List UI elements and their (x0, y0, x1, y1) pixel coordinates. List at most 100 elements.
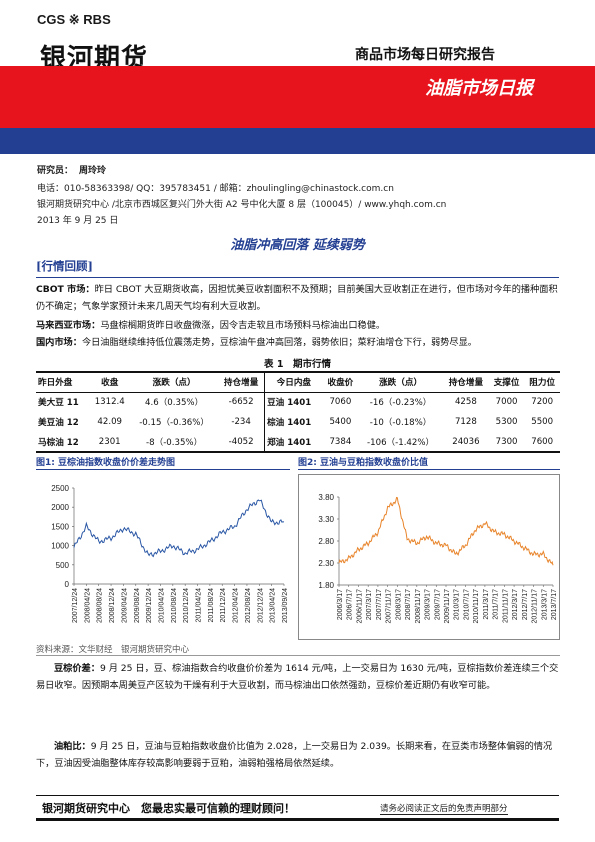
figure2-rule (298, 469, 560, 470)
table-cell: 42.09 (97, 417, 123, 427)
x-tick-label: 2012/7/17 (522, 589, 529, 620)
x-tick-label: 2011/11/17 (502, 589, 509, 623)
spread-label: 豆棕价差： (54, 663, 100, 674)
table-cell: 5300 (495, 417, 518, 427)
review-domestic-text: 今日油脂继续维持低位震荡走势，豆棕油午盘冲高回落，弱势依旧；菜籽油增仓下行，弱势… (81, 337, 477, 348)
table-cell: -234 (231, 417, 251, 427)
footer-disclaimer: 请务必阅读正文后的免责声明部分 (380, 804, 508, 815)
x-tick-label: 2008/08/24 (97, 588, 104, 623)
table-cell: 4.6（0.35%） (145, 398, 204, 409)
contact-line: 电话：010-58363398/ QQ：395783451 / 邮箱：zhoul… (37, 184, 394, 194)
table-row: 美豆油 12 42.09 -0.15（-0.36%） -234 棕油 1401 … (36, 412, 560, 432)
x-tick-label: 2007/7/17 (376, 589, 383, 620)
review-domestic-label: 国内市场： (36, 337, 82, 348)
table-cell: 7384 (329, 436, 352, 447)
logo-latin: CGS ※ RBS (37, 12, 111, 27)
x-tick-label: 2012/04/24 (233, 588, 240, 623)
market-table: 昨日外盘 收盘 涨跌（点） 持仓增量 今日内盘 收盘价 涨跌（点） 持仓增量 支… (36, 371, 560, 453)
x-tick-label: 2013/7/17 (551, 589, 558, 620)
researcher-label: 研究员： (37, 166, 74, 176)
x-tick-label: 2007/12/24 (72, 588, 79, 623)
report-title: 油脂市场日报 (425, 78, 533, 99)
table-cell: 豆油 1401 (264, 392, 323, 412)
table-cell: 24036 (452, 436, 480, 447)
y-tick-label: 1000 (51, 542, 69, 551)
table-cell: 7300 (495, 436, 518, 447)
table-cell: -16（-0.23%） (369, 398, 432, 409)
table-cell: 7600 (531, 436, 554, 447)
source-note: 资料来源：文华财经 银河期货研究中心 (36, 645, 190, 655)
ratio-paragraph: 油粕比：9 月 25 日，豆油与豆粕指数收盘价比值为 2.028，上一交易日为 … (36, 738, 560, 772)
table-cell: 马棕油 12 (38, 437, 79, 448)
table-header: 昨日外盘 (38, 378, 73, 389)
headline: 油脂冲高回落 延续弱势 (230, 238, 365, 253)
x-tick-label: 2011/08/24 (208, 588, 215, 623)
x-tick-label: 2007/11/17 (386, 589, 393, 624)
x-tick-label: 2010/12/24 (183, 588, 190, 623)
figure1-title: 图1: 豆棕油指数收盘价价差走势图 (36, 458, 175, 468)
x-tick-label: 2006/11/17 (356, 589, 363, 624)
table-header: 阻力位 (529, 378, 556, 389)
table-cell: 美大豆 11 (38, 398, 79, 409)
section-divider (36, 277, 559, 278)
table-row: 美大豆 11 1312.4 4.6（0.35%） -6652 豆油 1401 7… (36, 392, 560, 412)
y-tick-label: 0 (65, 580, 70, 589)
table-header: 涨跌（点） (152, 378, 196, 389)
source-divider (36, 655, 560, 656)
review-cbot: CBOT 市场：昨日 CBOT 大豆期货收高，因担忧美豆收割面积不及预期；目前美… (36, 281, 560, 315)
table-row: 马棕油 12 2301 -8（-0.35%） -4052 郑油 1401 738… (36, 432, 560, 452)
x-tick-label: 2006/7/17 (347, 589, 354, 620)
researcher-name: 周玲玲 (79, 166, 107, 176)
y-tick-label: 2.80 (318, 537, 334, 546)
x-tick-label: 2011/3/17 (483, 589, 490, 620)
section-market-review: [行情回顾] (36, 259, 93, 273)
table-cell: 7200 (531, 397, 554, 408)
table-header: 持仓增量 (223, 378, 259, 389)
figure1-rule (36, 469, 290, 470)
table-header: 收盘价 (327, 378, 354, 389)
y-tick-label: 500 (56, 561, 70, 570)
table-cell: 7060 (329, 397, 352, 408)
table-cell: 棕油 1401 (264, 412, 323, 432)
review-malaysia-text: 马盘棕榈期货昨日收盘微涨，因令吉走软且市场预料马棕油出口稳健。 (100, 320, 386, 331)
address-line: 银河期货研究中心 /北京市西城区复兴门外大街 A2 号中化大厦 8 层（1000… (37, 200, 447, 210)
table-cell: 4258 (454, 397, 477, 408)
x-tick-label: 2009/7/17 (434, 589, 441, 620)
x-tick-label: 2008/04/24 (84, 588, 91, 623)
review-malaysia-label: 马来西亚市场： (36, 320, 101, 331)
y-tick-label: 1500 (51, 522, 69, 531)
x-tick-label: 2009/11/17 (444, 589, 451, 624)
ratio-text: 9 月 25 日，豆油与豆粕指数收盘价比值为 2.028，上一交易日为 2.03… (36, 741, 553, 769)
series-line (338, 496, 554, 566)
table-header-row: 昨日外盘 收盘 涨跌（点） 持仓增量 今日内盘 收盘价 涨跌（点） 持仓增量 支… (36, 372, 560, 392)
footer-rule (36, 795, 559, 796)
x-tick-label: 2011/12/24 (220, 588, 227, 623)
x-tick-label: 2012/3/17 (512, 589, 519, 620)
ratio-label: 油粕比： (54, 741, 91, 752)
table-cell: -6652 (228, 397, 254, 408)
x-tick-label: 2008/3/17 (395, 589, 402, 620)
x-tick-label: 2011/7/17 (493, 589, 500, 620)
table-cell: -10（-0.18%） (369, 418, 432, 428)
table-header: 收盘 (101, 378, 119, 389)
x-tick-label: 2012/12/24 (257, 588, 264, 623)
table-caption: 表 1 期市行情 (264, 359, 331, 370)
x-tick-label: 2012/11/17 (532, 589, 539, 624)
x-tick-label: 2013/3/17 (541, 589, 548, 620)
table-header: 涨跌（点） (379, 378, 423, 389)
x-tick-label: 2010/11/17 (473, 589, 480, 624)
y-tick-label: 3.30 (318, 515, 334, 524)
table-header: 支撑位 (493, 378, 520, 389)
series-line (73, 499, 285, 558)
table-cell: 7000 (495, 397, 518, 408)
y-tick-label: 1.80 (318, 581, 334, 590)
table-cell: 5500 (531, 417, 554, 427)
x-tick-label: 2010/7/17 (463, 589, 470, 620)
x-tick-label: 2010/3/17 (454, 589, 461, 620)
table-cell: -0.15（-0.36%） (139, 418, 210, 428)
table-cell: -8（-0.35%） (146, 437, 203, 448)
report-date: 2013 年 9 月 25 日 (37, 216, 119, 226)
x-tick-label: 2012/08/24 (245, 588, 252, 623)
x-tick-label: 2010/08/24 (171, 588, 178, 623)
